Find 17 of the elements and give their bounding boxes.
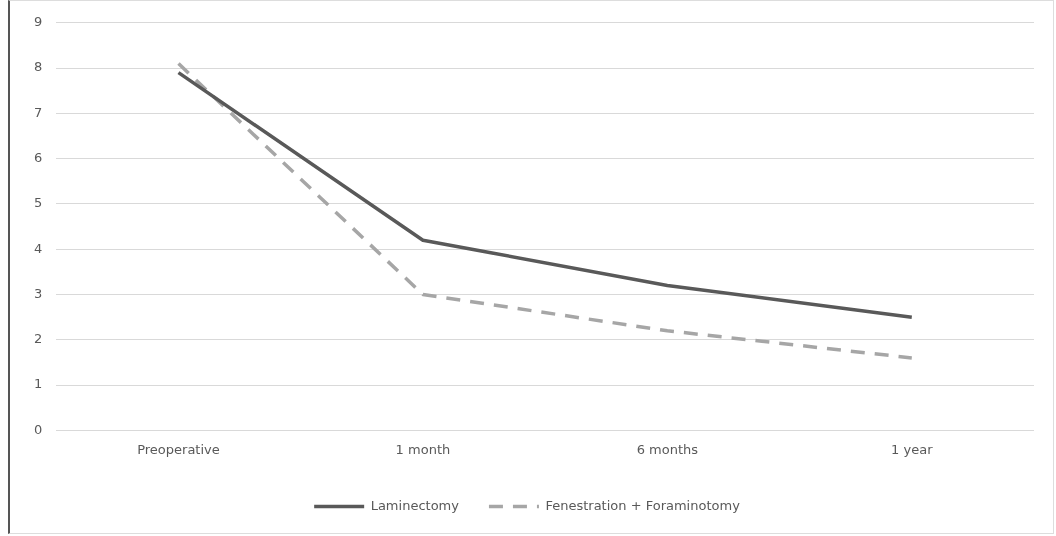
- y-tick-label: 9: [33, 14, 43, 30]
- y-tick-label: 0: [33, 421, 43, 437]
- y-tick-label: 2: [33, 331, 43, 347]
- x-tick-label: 1 month: [395, 441, 451, 457]
- y-tick-label: 1: [33, 376, 43, 392]
- line-series: [176, 61, 914, 360]
- y-tick-label: 4: [33, 240, 43, 256]
- x-tick-label: 1 year: [891, 441, 934, 457]
- x-tick-label: Preoperative: [137, 441, 220, 457]
- y-tick-label: 3: [33, 285, 43, 301]
- y-tick-label: 7: [33, 104, 43, 120]
- legend-label: Laminectomy: [370, 497, 460, 513]
- y-tick-label: 6: [33, 150, 43, 166]
- legend-label: Fenestration + Foraminotomy: [545, 497, 741, 513]
- y-tick-label: 8: [33, 59, 43, 75]
- x-tick-label: 6 months: [636, 441, 699, 457]
- y-tick-label: 5: [33, 195, 43, 211]
